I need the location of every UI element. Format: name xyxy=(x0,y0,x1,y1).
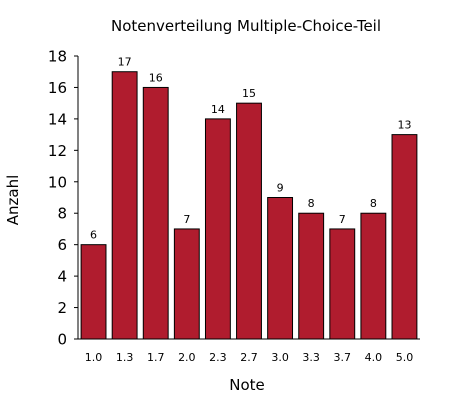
y-tick-label: 0 xyxy=(57,331,67,349)
bar xyxy=(111,71,138,340)
data-label: 7 xyxy=(339,213,346,226)
y-tick-label: 18 xyxy=(48,48,67,66)
y-tick-label: 8 xyxy=(57,205,67,223)
x-tick-label: 5.0 xyxy=(396,351,414,364)
data-label: 6 xyxy=(90,229,97,242)
y-tick-label: 6 xyxy=(57,236,67,254)
data-label: 9 xyxy=(277,182,284,195)
bar xyxy=(329,228,356,340)
x-tick-label: 2.0 xyxy=(178,351,196,364)
bar xyxy=(80,244,107,340)
x-tick-label: 3.3 xyxy=(302,351,320,364)
x-tick-label: 1.3 xyxy=(116,351,134,364)
x-tick-label: 2.7 xyxy=(240,351,258,364)
data-label: 13 xyxy=(397,119,411,132)
bar xyxy=(236,102,262,340)
data-label: 8 xyxy=(308,197,315,210)
y-axis: 0 2 4 6 8 10 12 14 16 18 xyxy=(48,48,79,349)
bars-group: 6 17 16 7 14 15 9 8 7 8 13 xyxy=(80,56,418,340)
chart-title: Notenverteilung Multiple-Choice-Teil xyxy=(111,17,381,35)
bar xyxy=(142,86,169,340)
data-label: 17 xyxy=(118,56,132,69)
data-label: 16 xyxy=(149,71,163,84)
x-tick-label: 3.7 xyxy=(334,351,352,364)
bar xyxy=(267,197,294,340)
data-label: 14 xyxy=(211,103,225,116)
x-axis: 1.0 1.3 1.7 2.0 2.3 2.7 3.0 3.3 3.7 4.0 5.0 xyxy=(78,338,420,364)
data-label: 15 xyxy=(242,87,256,100)
y-axis-label: Anzahl xyxy=(4,175,22,226)
y-tick-label: 12 xyxy=(48,142,67,160)
x-tick-label: 2.3 xyxy=(209,351,227,364)
bar xyxy=(173,228,200,340)
x-axis-label: Note xyxy=(229,376,265,394)
y-tick-label: 10 xyxy=(48,173,67,191)
x-tick-label: 4.0 xyxy=(365,351,383,364)
x-tick-label: 1.7 xyxy=(147,351,165,364)
x-tick-label: 1.0 xyxy=(85,351,103,364)
y-tick-label: 16 xyxy=(48,79,67,97)
bar xyxy=(360,212,387,340)
y-tick-label: 2 xyxy=(57,299,67,317)
x-tick-label: 3.0 xyxy=(271,351,289,364)
data-label: 8 xyxy=(370,197,377,210)
y-tick-label: 4 xyxy=(57,268,67,286)
y-tick-label: 14 xyxy=(48,110,67,128)
bar xyxy=(204,118,231,340)
bar xyxy=(298,212,325,340)
data-label: 7 xyxy=(183,213,190,226)
bar xyxy=(391,134,418,340)
